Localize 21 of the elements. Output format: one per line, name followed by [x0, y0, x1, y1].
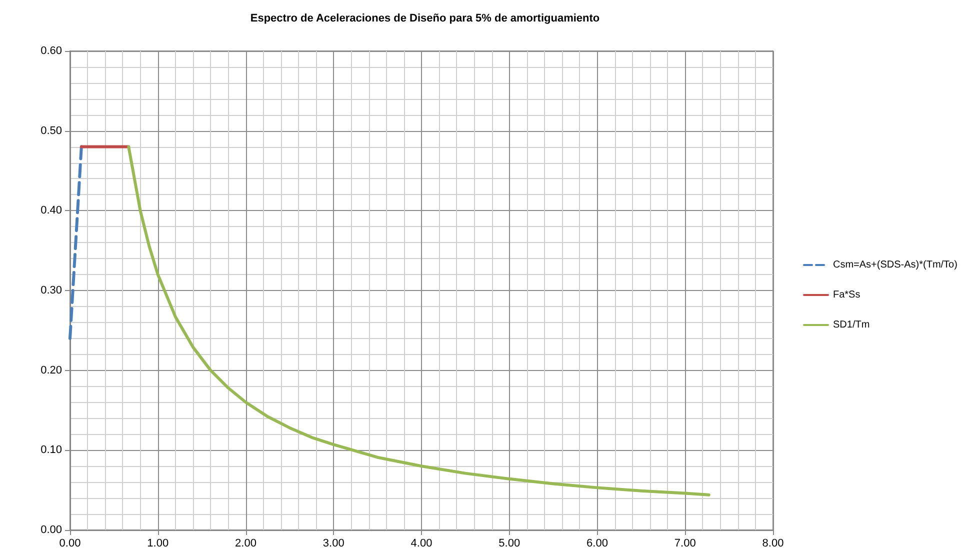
y-tick-label: 0.40 [40, 204, 62, 217]
x-tick-label: 3.00 [322, 538, 344, 550]
legend-label: Csm=As+(SDS-As)*(Tm/To) [833, 260, 958, 270]
y-tick-label: 0.60 [40, 45, 62, 57]
y-tick-label: 0.10 [40, 444, 62, 456]
x-tick-label: 6.00 [586, 538, 608, 550]
legend-label: Fa*Ss [833, 290, 860, 300]
x-tick-label: 0.00 [59, 538, 81, 550]
y-tick-label: 0.20 [40, 364, 62, 376]
chart-title: Espectro de Aceleraciones de Diseño para 5% de amortiguamiento [250, 12, 600, 24]
x-tick-label: 1.00 [147, 538, 169, 550]
x-tick-label: 5.00 [498, 538, 520, 550]
x-tick-label: 2.00 [235, 538, 256, 550]
y-tick-label: 0.50 [40, 124, 62, 137]
line-series [127, 145, 710, 496]
x-tick-label: 4.00 [410, 538, 432, 550]
y-tick-label: 0.00 [40, 524, 62, 536]
legend-label: SD1/Tm [833, 320, 870, 330]
x-tick-label: 7.00 [674, 538, 696, 550]
x-tick-label: 8.00 [762, 538, 784, 550]
y-tick-label: 0.30 [40, 284, 62, 296]
